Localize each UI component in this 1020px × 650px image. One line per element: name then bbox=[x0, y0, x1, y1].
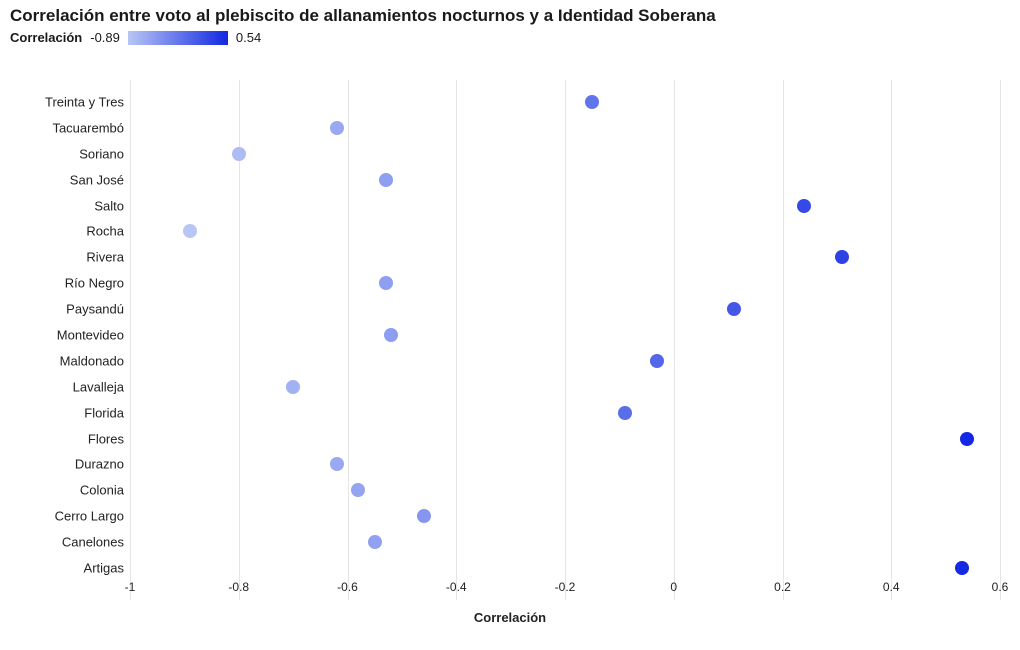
gridline bbox=[891, 80, 892, 600]
data-point bbox=[585, 95, 599, 109]
data-point bbox=[417, 509, 431, 523]
x-tick-label: -0.4 bbox=[446, 580, 467, 594]
chart-title: Correlación entre voto al plebiscito de … bbox=[10, 6, 716, 26]
data-point bbox=[379, 173, 393, 187]
y-tick-label: Flores bbox=[4, 431, 124, 446]
data-point bbox=[379, 276, 393, 290]
x-tick-label: -0.8 bbox=[228, 580, 249, 594]
x-tick-label: 0.6 bbox=[992, 580, 1009, 594]
data-point bbox=[351, 483, 365, 497]
y-tick-label: Salto bbox=[4, 198, 124, 213]
gridline bbox=[348, 80, 349, 600]
y-tick-label: Durazno bbox=[4, 457, 124, 472]
x-axis-label: Correlación bbox=[0, 610, 1020, 625]
y-tick-label: Soriano bbox=[4, 146, 124, 161]
data-point bbox=[183, 224, 197, 238]
data-point bbox=[384, 328, 398, 342]
y-tick-label: Tacuarembó bbox=[4, 120, 124, 135]
data-point bbox=[368, 535, 382, 549]
x-tick-label: 0 bbox=[670, 580, 677, 594]
data-point bbox=[330, 121, 344, 135]
y-tick-label: Montevideo bbox=[4, 328, 124, 343]
data-point bbox=[650, 354, 664, 368]
y-tick-label: Rivera bbox=[4, 250, 124, 265]
data-point bbox=[835, 250, 849, 264]
gridline bbox=[783, 80, 784, 600]
y-tick-label: Lavalleja bbox=[4, 379, 124, 394]
gridline bbox=[130, 80, 131, 600]
data-point bbox=[618, 406, 632, 420]
x-tick-label: 0.2 bbox=[774, 580, 791, 594]
x-tick-label: -1 bbox=[125, 580, 136, 594]
data-point bbox=[286, 380, 300, 394]
data-point bbox=[797, 199, 811, 213]
legend-min: -0.89 bbox=[90, 30, 120, 45]
data-point bbox=[955, 561, 969, 575]
y-tick-label: Cerro Largo bbox=[4, 509, 124, 524]
color-legend: Correlación -0.89 0.54 bbox=[10, 30, 261, 45]
y-tick-label: Artigas bbox=[4, 561, 124, 576]
y-tick-label: Paysandú bbox=[4, 302, 124, 317]
data-point bbox=[330, 457, 344, 471]
y-tick-label: Rocha bbox=[4, 224, 124, 239]
y-tick-label: San José bbox=[4, 172, 124, 187]
gridline bbox=[674, 80, 675, 600]
y-tick-label: Florida bbox=[4, 405, 124, 420]
y-tick-label: Treinta y Tres bbox=[4, 95, 124, 110]
y-tick-label: Colonia bbox=[4, 483, 124, 498]
legend-label: Correlación bbox=[10, 30, 82, 45]
chart-area: Correlación -1 -0.8 -0.6 -0.4 -0.2 0 0.2 0.4 0.6… bbox=[0, 80, 1020, 640]
legend-gradient bbox=[128, 31, 228, 45]
x-tick-label: -0.2 bbox=[555, 580, 576, 594]
y-tick-label: Río Negro bbox=[4, 276, 124, 291]
legend-max: 0.54 bbox=[236, 30, 261, 45]
gridline bbox=[1000, 80, 1001, 600]
x-tick-label: 0.4 bbox=[883, 580, 900, 594]
gridline bbox=[565, 80, 566, 600]
data-point bbox=[960, 432, 974, 446]
y-tick-label: Maldonado bbox=[4, 353, 124, 368]
data-point bbox=[727, 302, 741, 316]
gridline bbox=[456, 80, 457, 600]
data-point bbox=[232, 147, 246, 161]
x-tick-label: -0.6 bbox=[337, 580, 358, 594]
y-tick-label: Canelones bbox=[4, 535, 124, 550]
